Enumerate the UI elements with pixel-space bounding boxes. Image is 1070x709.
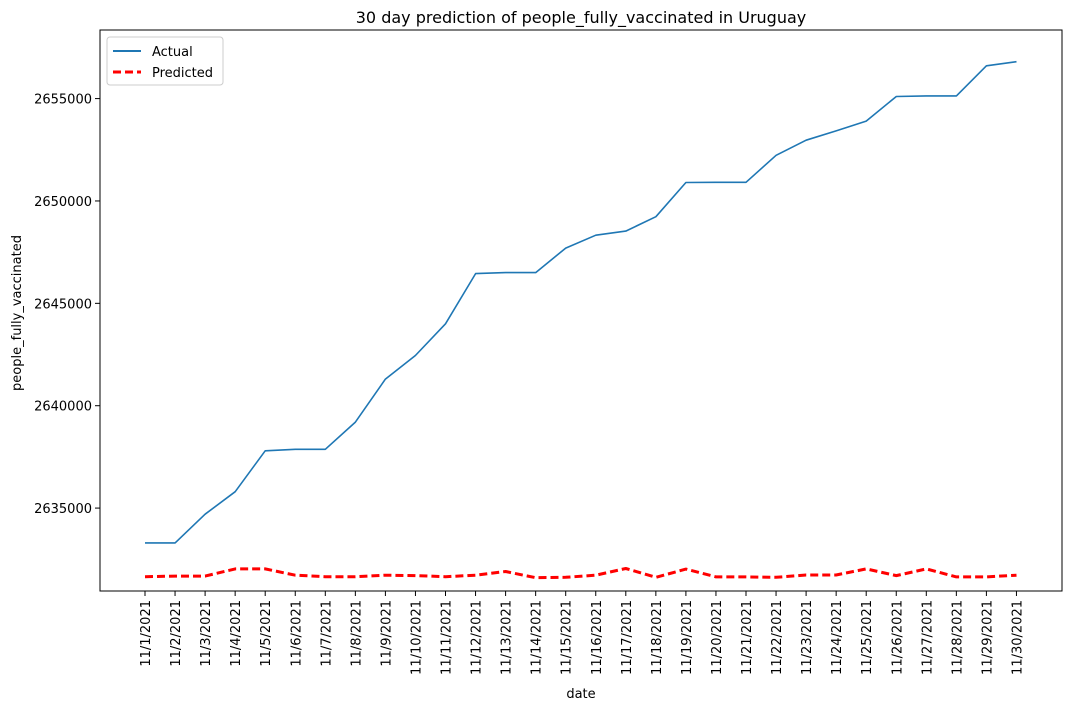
- x-tick-label: 11/5/2021: [259, 600, 274, 667]
- series-line-actual: [145, 60, 1017, 544]
- x-tick-label: 11/9/2021: [379, 600, 394, 667]
- x-tick-label: 11/13/2021: [500, 600, 515, 675]
- x-tick-label: 11/19/2021: [680, 600, 695, 675]
- y-tick-label: 2635000: [34, 502, 92, 517]
- y-axis: 2635000 2640000 2645000 2650000 2655000: [34, 93, 100, 517]
- x-tick-label: 11/17/2021: [620, 600, 635, 675]
- legend: Actual Predicted: [106, 36, 224, 86]
- series-layer: [144, 60, 1017, 580]
- series-line-predicted: [144, 567, 1017, 580]
- x-tick-label: 11/24/2021: [830, 600, 845, 675]
- x-tick-label: 11/3/2021: [199, 600, 214, 667]
- x-tick-label: 11/16/2021: [590, 600, 605, 675]
- x-tick-label: 11/21/2021: [740, 600, 755, 675]
- y-tick-label: 2650000: [34, 195, 92, 210]
- legend-box: [106, 36, 224, 86]
- x-tick-label: 11/25/2021: [860, 600, 875, 675]
- x-axis: 11/1/2021 11/2/2021 11/3/2021 11/4/2021 11/5…: [139, 591, 1025, 675]
- y-tick-label: 2640000: [34, 400, 92, 415]
- x-tick-label: 11/26/2021: [890, 600, 905, 675]
- x-tick-label: 11/20/2021: [710, 600, 725, 675]
- y-tick-label: 2655000: [34, 93, 92, 108]
- x-tick-label: 11/23/2021: [800, 600, 815, 675]
- x-tick-label: 11/18/2021: [650, 600, 665, 675]
- x-tick-label: 11/10/2021: [409, 600, 424, 675]
- x-tick-label: 11/7/2021: [319, 600, 334, 667]
- x-tick-label: 11/27/2021: [920, 600, 935, 675]
- axes-frame: [99, 29, 1063, 592]
- plot-area: [99, 29, 1063, 592]
- x-tick-label: 11/8/2021: [349, 600, 364, 667]
- x-tick-label: 11/15/2021: [560, 600, 575, 675]
- x-tick-label: 11/12/2021: [470, 600, 485, 675]
- y-tick-label: 2645000: [34, 297, 92, 312]
- legend-label-predicted: Predicted: [152, 66, 213, 81]
- x-tick-label: 11/29/2021: [980, 600, 995, 675]
- x-tick-label: 11/22/2021: [770, 600, 785, 675]
- x-tick-label: 11/14/2021: [530, 600, 545, 675]
- x-tick-label: 11/2/2021: [169, 600, 184, 667]
- x-tick-label: 11/6/2021: [289, 600, 304, 667]
- x-tick-label: 11/28/2021: [950, 600, 965, 675]
- x-tick-label: 11/30/2021: [1010, 600, 1025, 675]
- legend-label-actual: Actual: [152, 45, 193, 60]
- x-tick-label: 11/4/2021: [229, 600, 244, 667]
- x-tick-label: 11/11/2021: [440, 600, 455, 675]
- x-tick-label: 11/1/2021: [139, 600, 154, 667]
- x-axis-label: date: [566, 687, 595, 702]
- chart-title: 30 day prediction of people_fully_vaccin…: [356, 8, 806, 28]
- y-axis-label: people_fully_vaccinated: [10, 235, 25, 391]
